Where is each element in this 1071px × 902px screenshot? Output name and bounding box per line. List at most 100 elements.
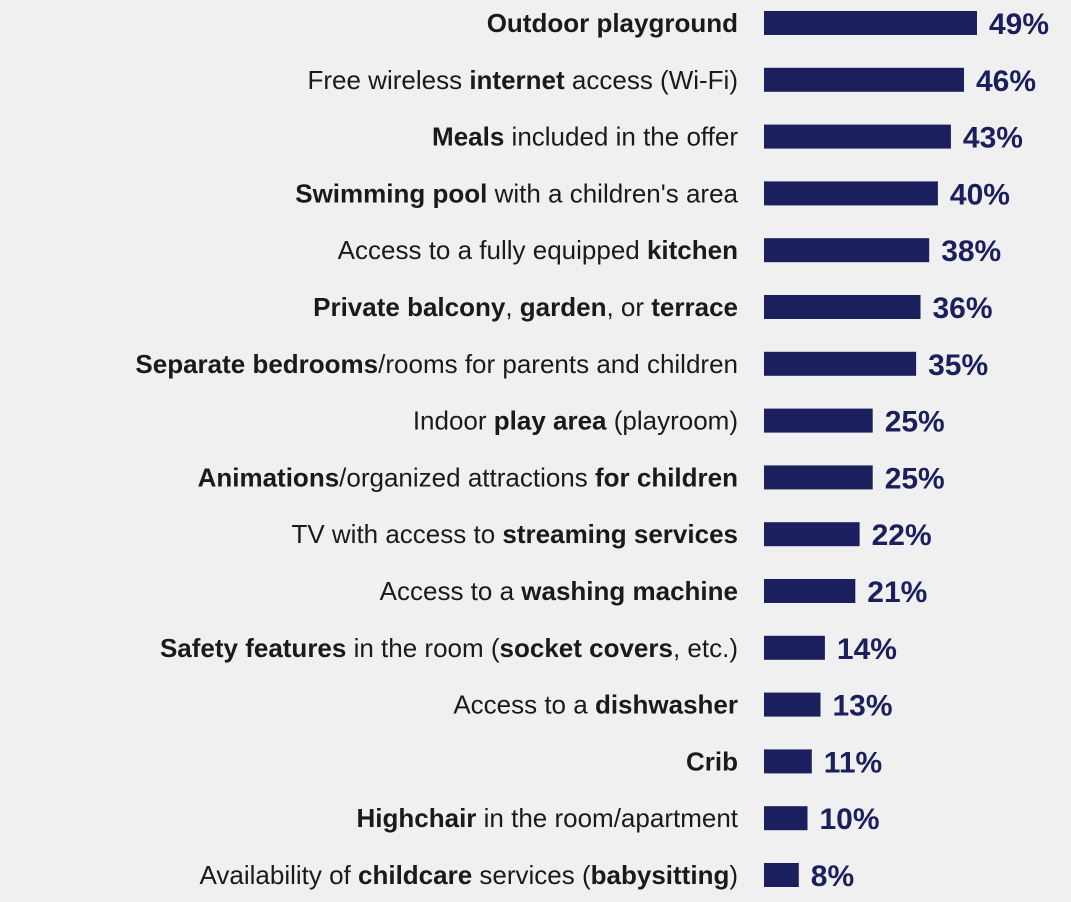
category-label-bold-part: play area bbox=[494, 406, 607, 436]
bar-row: Access to a fully equipped kitchen 38% bbox=[338, 235, 1002, 268]
value-label: 21% bbox=[867, 576, 927, 609]
bar-row: Indoor play area (playroom) 25% bbox=[413, 406, 945, 439]
bar-row: Crib 11% bbox=[686, 746, 882, 779]
category-label-bold-part: socket covers bbox=[500, 633, 673, 663]
category-label: Access to a dishwasher bbox=[453, 690, 738, 720]
category-label-bold-part: Swimming pool bbox=[295, 178, 487, 208]
category-label-part: ) bbox=[729, 860, 738, 890]
value-label: 25% bbox=[885, 462, 945, 495]
value-label: 46% bbox=[976, 65, 1036, 98]
category-label: TV with access to streaming services bbox=[291, 519, 738, 549]
bar bbox=[764, 181, 938, 206]
category-label-part: , etc.) bbox=[673, 633, 738, 663]
category-label-part: services ( bbox=[472, 860, 591, 890]
category-label: Outdoor playground bbox=[487, 8, 738, 38]
category-label: Access to a washing machine bbox=[380, 576, 738, 606]
category-label-bold-part: Outdoor playground bbox=[487, 8, 738, 38]
category-label-bold-part: babysitting bbox=[591, 860, 730, 890]
category-label: Swimming pool with a children's area bbox=[295, 178, 738, 208]
category-label-part: with a children's area bbox=[487, 178, 738, 208]
category-label-part: , bbox=[505, 292, 519, 322]
category-label-bold-part: washing machine bbox=[520, 576, 738, 606]
value-label: 11% bbox=[824, 746, 882, 779]
category-label: Crib bbox=[686, 746, 738, 776]
category-label: Animations/organized attractions for chi… bbox=[198, 462, 738, 492]
category-label-bold-part: Private balcony bbox=[313, 292, 506, 322]
category-label-bold-part: internet bbox=[469, 65, 565, 95]
bar bbox=[764, 351, 917, 376]
bar bbox=[764, 692, 821, 717]
category-label-part: Access to a bbox=[453, 690, 595, 720]
category-label-bold-part: Safety features bbox=[160, 633, 346, 663]
category-label: Separate bedrooms/rooms for parents and … bbox=[135, 349, 738, 379]
value-label: 10% bbox=[820, 803, 880, 836]
value-label: 49% bbox=[989, 8, 1049, 41]
bar-row: TV with access to streaming services 22% bbox=[291, 519, 931, 552]
bar bbox=[764, 749, 812, 774]
category-label: Availability of childcare services (baby… bbox=[200, 860, 738, 890]
value-label: 8% bbox=[811, 860, 854, 893]
bar bbox=[764, 465, 873, 490]
category-label-part: TV with access to bbox=[291, 519, 502, 549]
bar-row: Swimming pool with a children's area 40% bbox=[295, 178, 1010, 211]
category-label-part: in the room ( bbox=[346, 633, 500, 663]
bar-row: Meals included in the offer 43% bbox=[432, 122, 1023, 155]
value-label: 25% bbox=[885, 406, 945, 439]
category-label-part: Availability of bbox=[200, 860, 359, 890]
bar bbox=[764, 124, 951, 149]
bar bbox=[764, 67, 964, 92]
category-label: Highchair in the room/apartment bbox=[357, 803, 739, 833]
bar-row: Safety features in the room (socket cove… bbox=[160, 633, 897, 666]
category-label-part: /organized attractions bbox=[339, 462, 595, 492]
category-label-bold-part: streaming services bbox=[502, 519, 738, 549]
category-label-bold-part: Animations bbox=[198, 462, 340, 492]
bar-row: Private balcony, garden, or terrace 36% bbox=[313, 292, 992, 325]
category-label-bold-part: Separate bedrooms bbox=[135, 349, 378, 379]
value-label: 43% bbox=[963, 122, 1023, 155]
category-label-bold-part: terrace bbox=[651, 292, 738, 322]
category-label-part: Access to a bbox=[380, 576, 522, 606]
bar-row: Highchair in the room/apartment 10% bbox=[357, 803, 880, 836]
bar-row: Separate bedrooms/rooms for parents and … bbox=[135, 349, 988, 382]
bar-row: Access to a washing machine 21% bbox=[380, 576, 928, 609]
bar-row: Access to a dishwasher 13% bbox=[453, 690, 892, 723]
bar bbox=[764, 408, 873, 433]
value-label: 35% bbox=[928, 349, 988, 382]
bar-row: Animations/organized attractions for chi… bbox=[198, 462, 945, 495]
category-label-bold-part: childcare bbox=[358, 860, 472, 890]
category-label: Meals included in the offer bbox=[432, 122, 738, 152]
category-label-part: access (Wi-Fi) bbox=[565, 65, 738, 95]
bar bbox=[764, 11, 977, 35]
category-label: Safety features in the room (socket cove… bbox=[160, 633, 738, 663]
bar-row: Outdoor playground 49% bbox=[487, 8, 1049, 41]
bar bbox=[764, 238, 930, 263]
value-label: 38% bbox=[941, 235, 1001, 268]
category-label-bold-part: Highchair bbox=[357, 803, 477, 833]
category-label-part: , or bbox=[606, 292, 651, 322]
category-label-bold-part: garden bbox=[520, 292, 607, 322]
category-label-bold-part: for children bbox=[595, 462, 738, 492]
bar-row: Availability of childcare services (baby… bbox=[200, 860, 855, 893]
category-label-part: included in the offer bbox=[504, 122, 738, 152]
value-label: 36% bbox=[933, 292, 993, 325]
bar bbox=[764, 863, 799, 887]
bar-row: Free wireless internet access (Wi-Fi) 46% bbox=[308, 65, 1037, 98]
category-label-bold-part: Crib bbox=[686, 746, 738, 776]
value-label: 40% bbox=[950, 178, 1010, 211]
category-label-bold-part: dishwasher bbox=[595, 690, 738, 720]
bar bbox=[764, 295, 921, 319]
value-label: 14% bbox=[837, 633, 897, 666]
category-label-part: (playroom) bbox=[607, 406, 738, 436]
bar bbox=[764, 579, 856, 603]
category-label-part: /rooms for parents and children bbox=[378, 349, 738, 379]
category-label: Access to a fully equipped kitchen bbox=[338, 235, 738, 265]
category-label: Private balcony, garden, or terrace bbox=[313, 292, 738, 322]
bar bbox=[764, 635, 825, 660]
category-label-part: Free wireless bbox=[308, 65, 470, 95]
category-label-bold-part: kitchen bbox=[647, 235, 738, 265]
bar bbox=[764, 522, 860, 547]
category-label-part: Access to a fully equipped bbox=[338, 235, 647, 265]
category-label: Indoor play area (playroom) bbox=[413, 406, 738, 436]
